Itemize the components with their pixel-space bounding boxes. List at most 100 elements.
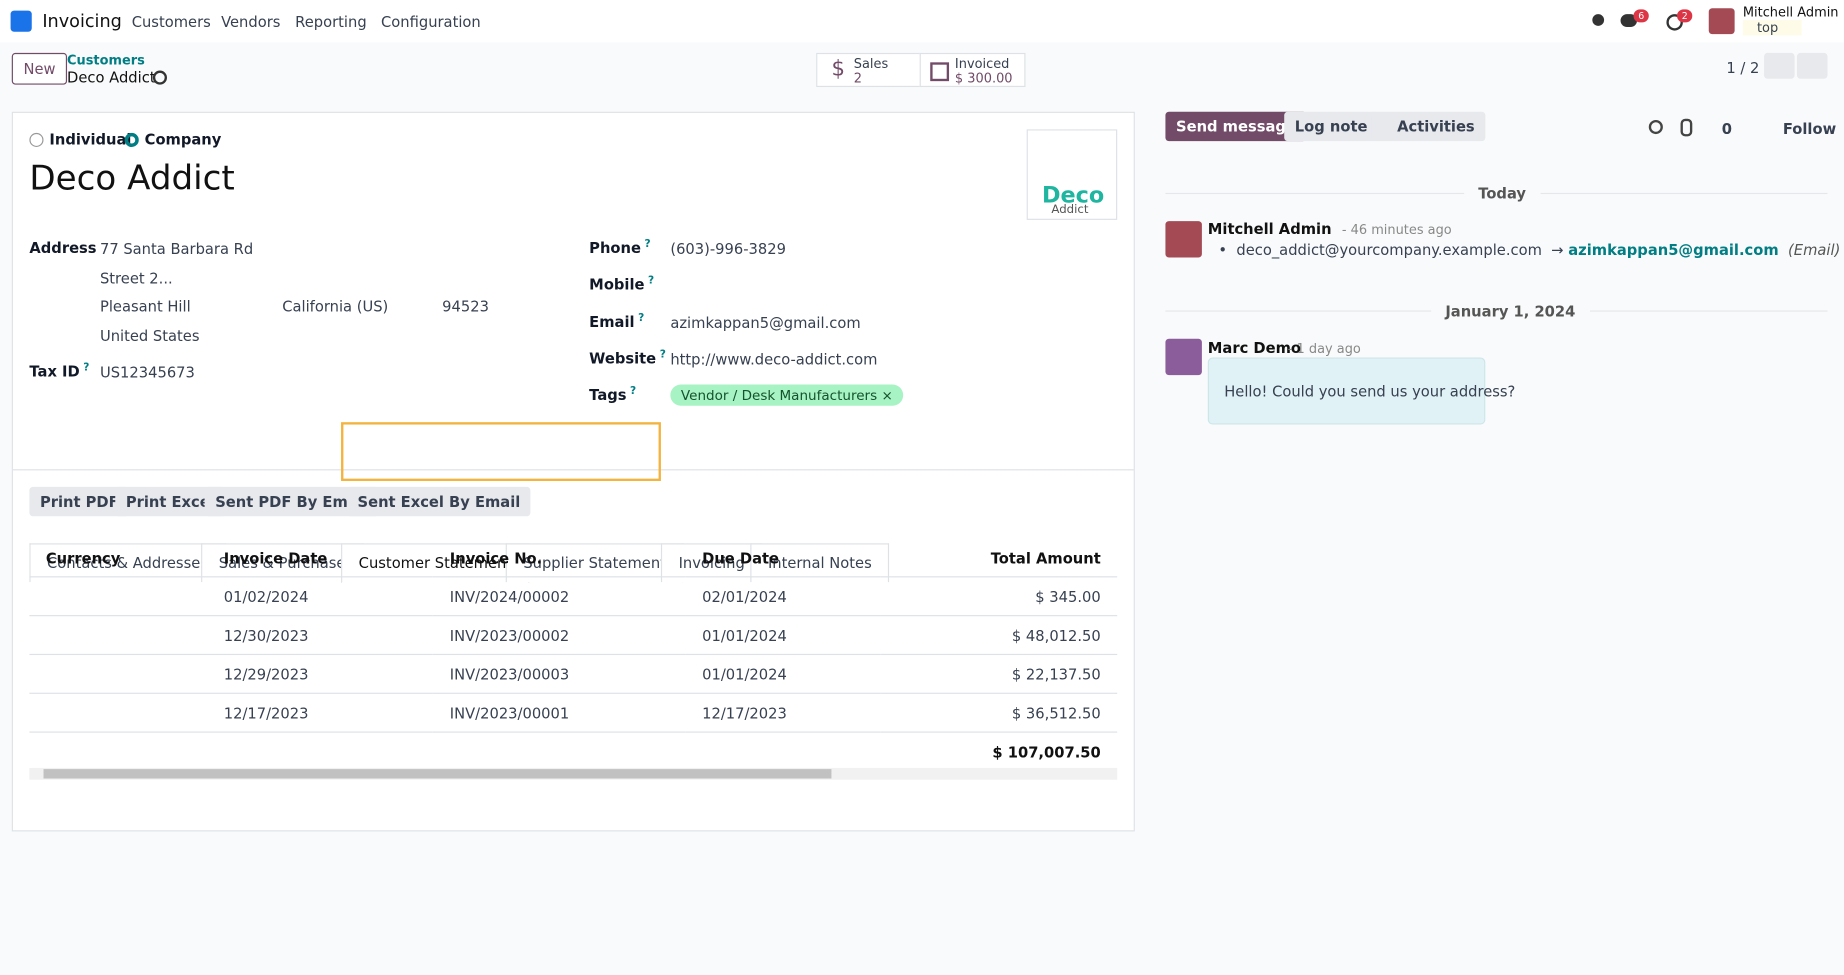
field-value[interactable]: 94523 — [442, 297, 489, 316]
column-header[interactable]: Total Amount — [880, 538, 1118, 578]
table-row[interactable]: 12/17/2023 INV/2023/00001 12/17/2023 $ 36,5… — [29, 693, 1118, 733]
smart-button[interactable]: $ Sales 2 — [816, 52, 922, 88]
help: ? — [648, 275, 655, 287]
help: ? — [630, 385, 637, 398]
cell: $ 345.00 — [880, 576, 1118, 617]
menu-item[interactable]: Vendors — [221, 12, 281, 31]
tab-line — [12, 469, 1134, 471]
log-note[interactable]: Log note — [1284, 111, 1379, 142]
send-message[interactable]: Send message — [1165, 111, 1307, 142]
attach-icon[interactable] — [1680, 118, 1693, 137]
cell: INV/2023/00003 — [433, 654, 686, 694]
avatar[interactable] — [1708, 8, 1735, 35]
pager-next[interactable] — [1796, 52, 1828, 79]
radio[interactable] — [29, 132, 44, 148]
cell — [29, 693, 208, 733]
tag[interactable]: Vendor / Desk Manufacturers × — [670, 384, 904, 406]
label-text: Email — [589, 312, 635, 331]
field-label: Email? — [589, 313, 644, 331]
smart-value: $ 300.00 — [954, 70, 1013, 86]
field-value[interactable]: azimkappan5@gmail.com — [670, 313, 861, 332]
total: $ 107,007.50 — [992, 742, 1101, 761]
label-text: Tags — [589, 385, 627, 404]
cell: 12/17/2023 — [207, 693, 434, 733]
column-header[interactable]: Invoice No. — [433, 538, 686, 578]
pager-prev[interactable] — [1764, 52, 1795, 79]
help: ? — [638, 312, 645, 325]
badge: 6 — [1633, 9, 1649, 23]
field-value[interactable]: United States — [99, 326, 200, 345]
radio[interactable] — [124, 132, 139, 148]
cell: $ 48,012.50 — [880, 615, 1118, 656]
date-separator: Today — [1464, 184, 1541, 203]
cell: INV/2023/00002 — [433, 615, 686, 656]
radio-label[interactable]: Individual — [49, 130, 132, 149]
scroll-thumb[interactable] — [43, 769, 832, 779]
help: ? — [644, 238, 651, 251]
field-value[interactable]: Pleasant Hill — [99, 297, 191, 316]
avatar — [1165, 338, 1202, 376]
cell: 01/01/2024 — [685, 615, 881, 656]
statement-table: Currency Invoice Date Invoice No. Due Date T… — [29, 538, 1118, 771]
cell: 12/17/2023 — [685, 693, 881, 733]
column-header[interactable]: Due Date — [685, 538, 881, 578]
header-row: Currency Invoice Date Invoice No. Due Date T… — [29, 538, 1118, 578]
field-value[interactable]: US12345673 — [99, 363, 195, 382]
activities[interactable]: Activities — [1371, 111, 1486, 142]
table-body: 01/02/2024 INV/2024/00002 02/01/2024 $ 345.… — [29, 576, 1118, 770]
table-row[interactable]: 01/02/2024 INV/2024/00002 02/01/2024 $ 345.… — [29, 576, 1118, 617]
label-text: Tax ID — [29, 362, 80, 380]
logo-text: Addict — [1051, 203, 1089, 217]
app-icon[interactable] — [10, 10, 32, 32]
navbar: Invoicing Customers Vendors Reporting Co… — [0, 0, 1844, 43]
action-button[interactable]: Print PDF — [29, 486, 130, 517]
breadcrumb[interactable]: Customers — [67, 52, 145, 69]
field-placeholder[interactable]: Street 2... — [99, 269, 173, 287]
menu-item[interactable]: Reporting — [295, 12, 367, 31]
table-row[interactable]: 12/29/2023 INV/2023/00003 01/01/2024 $ 22,1… — [29, 654, 1118, 694]
logo: Deco Addict — [1026, 129, 1118, 220]
menu-item[interactable]: Customers — [131, 12, 211, 31]
field-label: Phone? — [589, 239, 650, 257]
total-row: $ 107,007.50 — [29, 732, 1117, 770]
cell — [29, 615, 208, 656]
avatar — [1165, 221, 1202, 258]
search-icon[interactable] — [1648, 119, 1663, 135]
field-value[interactable]: (603)-996-3829 — [670, 239, 786, 258]
follow[interactable]: Follow — [1782, 119, 1837, 138]
activities-icon[interactable] — [1666, 14, 1683, 31]
logo-text: Deco — [1041, 182, 1105, 209]
action-button[interactable]: Sent Excel By Email — [346, 486, 531, 517]
follower-count[interactable]: 0 — [1721, 119, 1732, 138]
menu-item[interactable]: Configuration — [381, 12, 481, 31]
time: - 46 minutes ago — [1341, 222, 1452, 238]
field-value[interactable]: California (US) — [282, 297, 389, 316]
field-value[interactable]: 77 Santa Barbara Rd — [99, 239, 254, 258]
tracking: • deco_addict@yourcompany.example.com → … — [1218, 241, 1841, 259]
radio-label[interactable]: Company — [144, 130, 222, 149]
smart-label: Sales — [853, 56, 889, 72]
gear-icon[interactable] — [152, 70, 167, 85]
app-name[interactable]: Invoicing — [42, 10, 122, 32]
user-name[interactable]: Mitchell Admin — [1742, 4, 1839, 20]
table-row[interactable]: 12/30/2023 INV/2023/00002 01/01/2024 $ 48,0… — [29, 615, 1118, 656]
scrollbar[interactable] — [29, 767, 1118, 780]
icon — [930, 62, 950, 82]
messages-icon[interactable] — [1620, 14, 1638, 28]
new-button[interactable]: New — [11, 52, 68, 85]
label-text: Mobile — [589, 275, 645, 293]
author[interactable]: Marc Demo — [1207, 338, 1302, 357]
field-value[interactable]: http://www.deco-addict.com — [670, 350, 878, 369]
cell: 02/01/2024 — [685, 576, 881, 617]
message-bubble: Hello! Could you send us your address? — [1207, 357, 1515, 425]
badge: 2 — [1677, 9, 1693, 23]
cell: INV/2023/00001 — [433, 693, 686, 733]
cell: 12/30/2023 — [207, 615, 434, 656]
column-header[interactable]: Invoice Date — [207, 538, 434, 578]
author[interactable]: Mitchell Admin — [1207, 219, 1332, 238]
smart-button[interactable]: Invoiced $ 300.00 — [919, 52, 1026, 88]
column-header[interactable]: Currency — [29, 538, 208, 578]
debug-icon[interactable] — [1592, 14, 1605, 26]
